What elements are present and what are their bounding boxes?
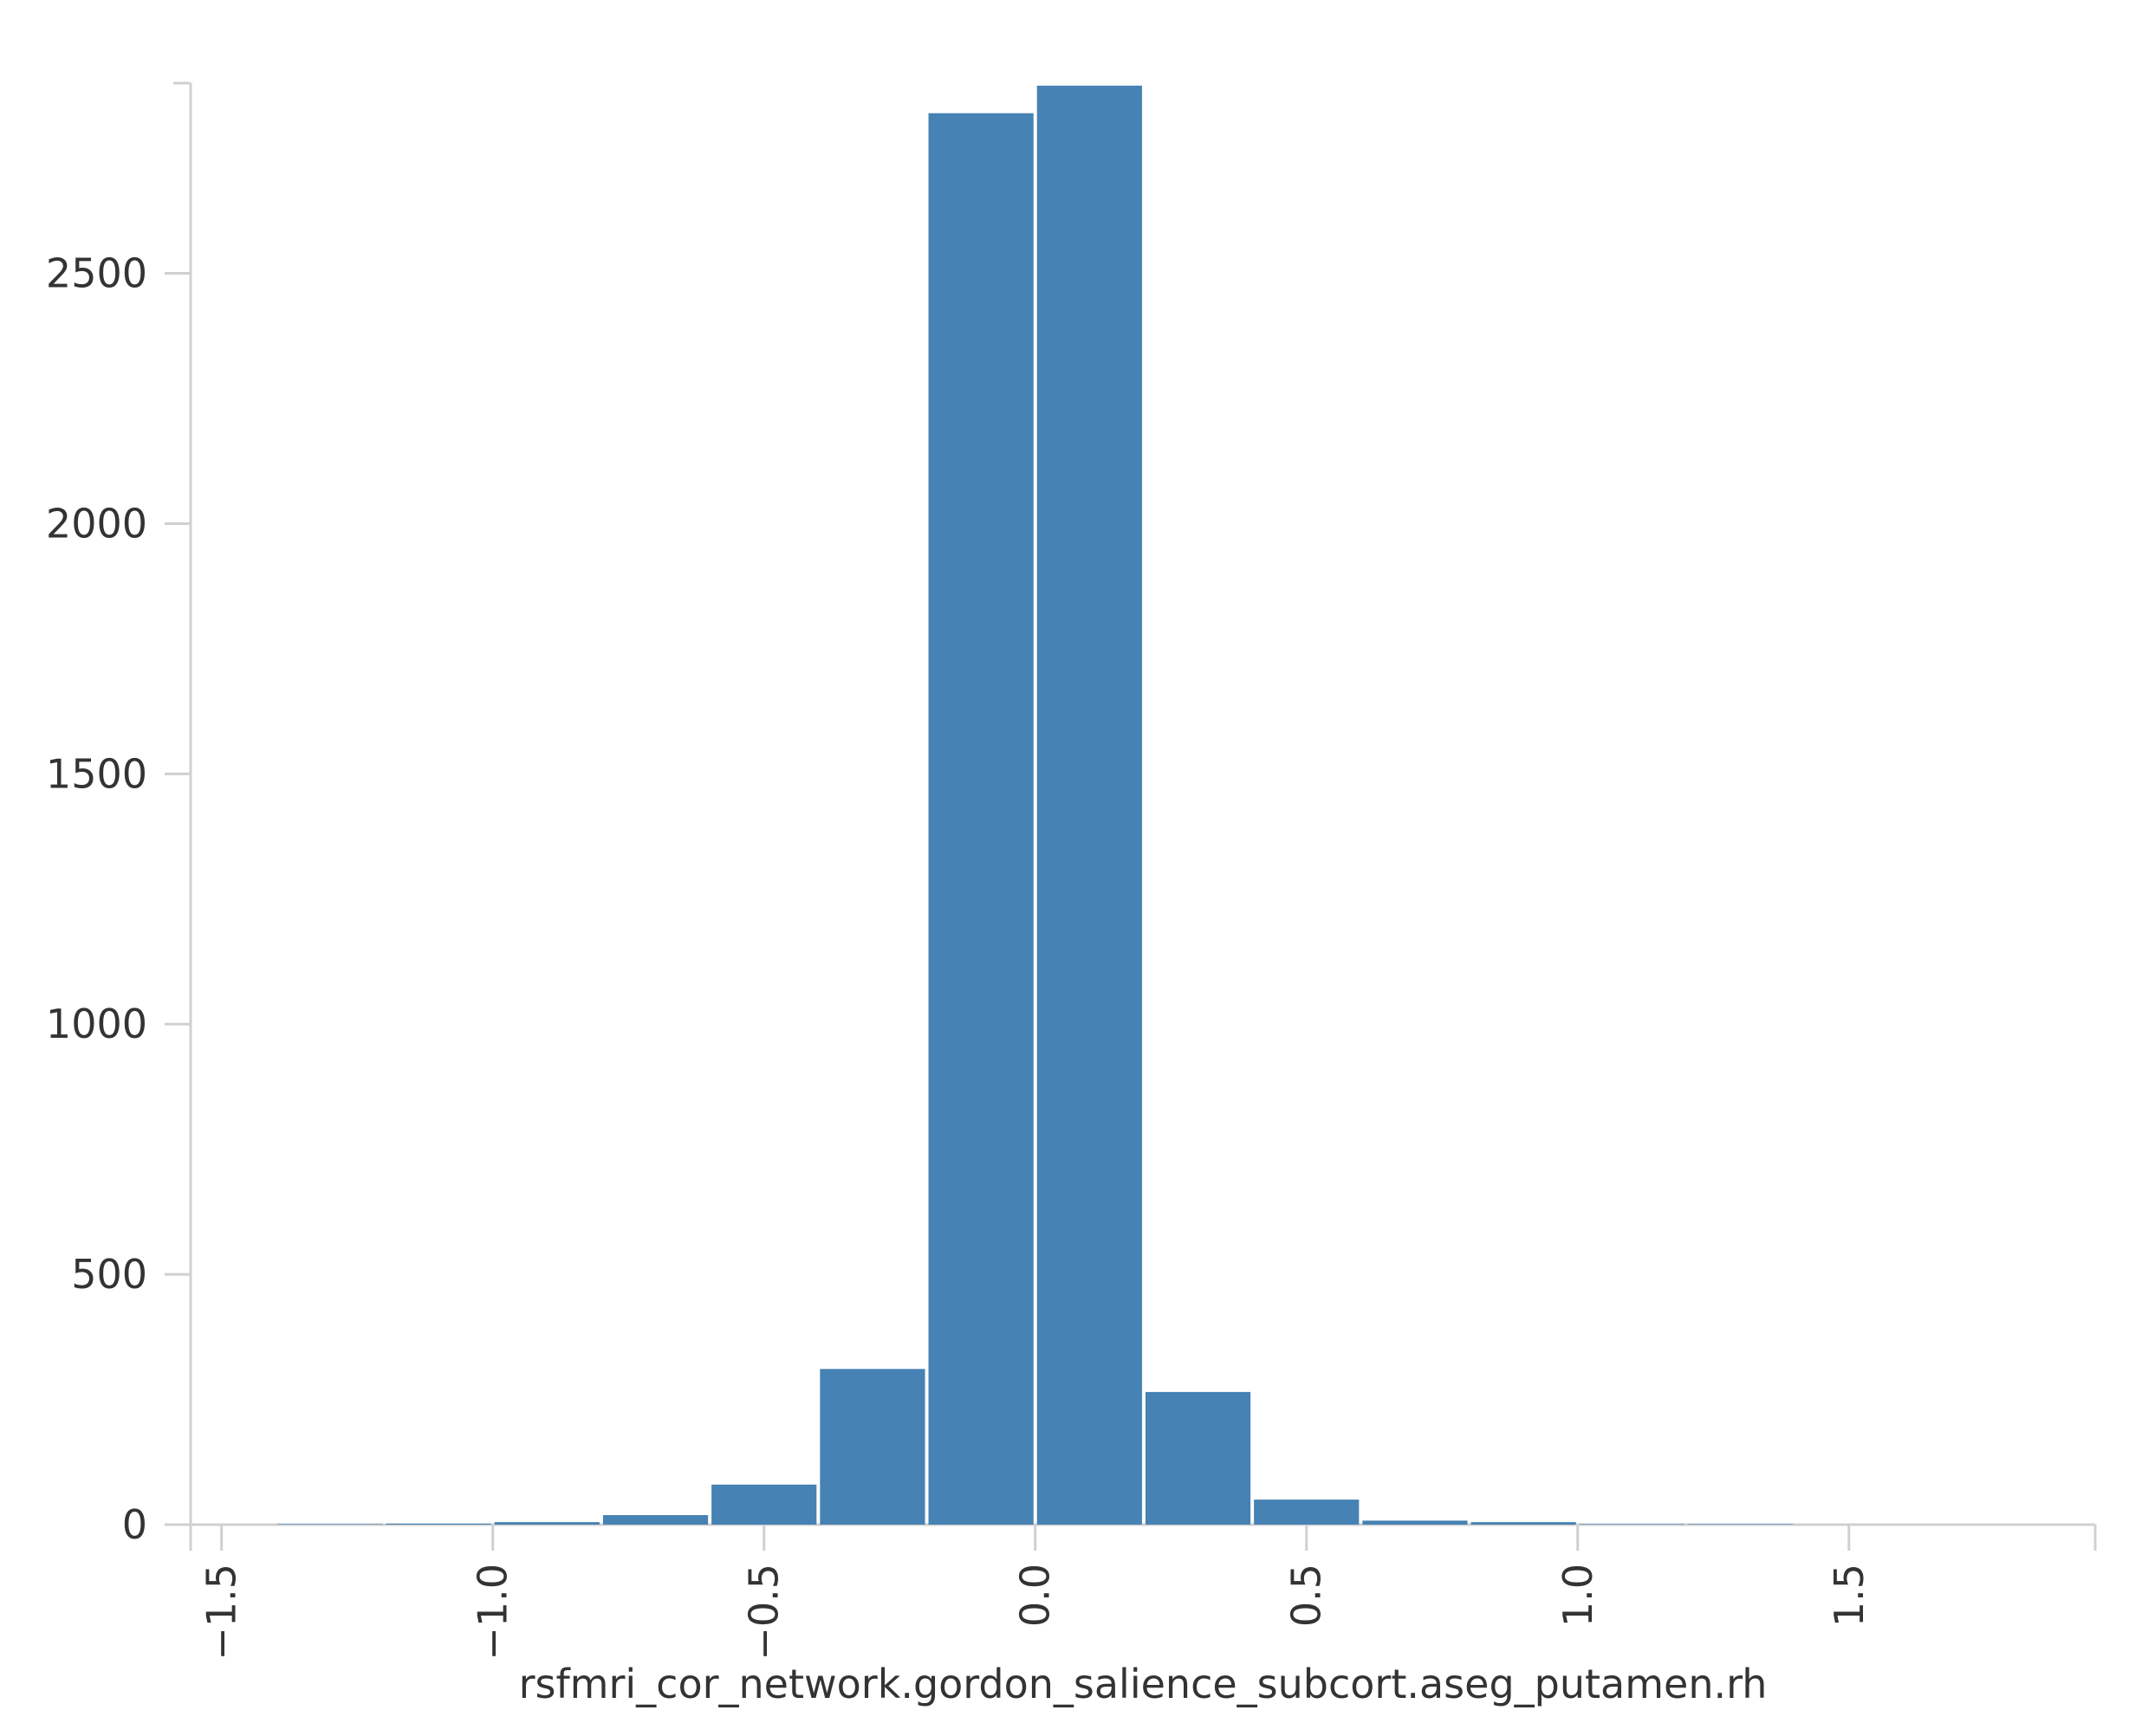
- x-tick-label: 0.0: [1012, 1564, 1059, 1627]
- bar: [1036, 85, 1142, 1525]
- bar: [1362, 1520, 1468, 1525]
- x-tick-label: 1.5: [1826, 1564, 1873, 1627]
- bar: [1687, 1524, 1794, 1525]
- bar: [928, 113, 1034, 1525]
- bar: [1470, 1522, 1576, 1525]
- bar: [1579, 1524, 1684, 1525]
- x-tick-label: −1.0: [470, 1564, 516, 1661]
- bar: [602, 1515, 709, 1525]
- bar: [277, 1524, 383, 1525]
- bar: [1254, 1500, 1360, 1525]
- y-tick-label: 2500: [46, 250, 147, 297]
- x-tick-label: 1.0: [1555, 1564, 1601, 1627]
- x-tick-label: −0.5: [741, 1564, 788, 1661]
- bar: [711, 1484, 817, 1525]
- y-tick-label: 1500: [46, 750, 147, 797]
- y-tick-label: 2000: [46, 500, 147, 547]
- x-tick-label: 0.5: [1283, 1564, 1330, 1627]
- bar: [1145, 1391, 1251, 1525]
- y-tick-label: 1000: [46, 1001, 147, 1047]
- bar: [386, 1523, 491, 1525]
- x-axis-title: rsfmri_cor_network.gordon_salience_subco…: [519, 1661, 1768, 1707]
- bar: [494, 1522, 600, 1525]
- y-tick-label: 500: [71, 1251, 147, 1298]
- y-tick-label: 0: [122, 1501, 147, 1548]
- x-tick-label: −1.5: [198, 1564, 245, 1661]
- bar: [820, 1369, 925, 1525]
